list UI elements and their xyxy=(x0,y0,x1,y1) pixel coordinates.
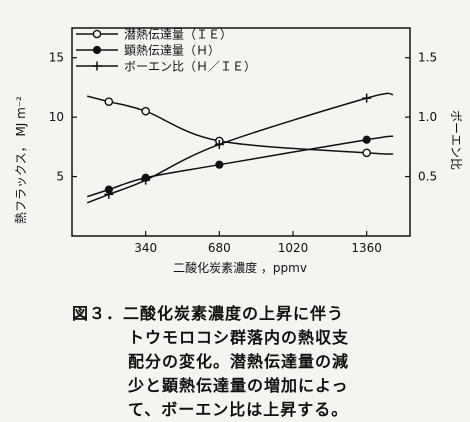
y-right-tick-label: 1.0 xyxy=(418,110,437,124)
data-point xyxy=(215,160,224,169)
caption-line: て、ボーエン比は上昇する。 xyxy=(128,400,349,419)
data-point xyxy=(104,189,114,199)
x-tick-label: 1360 xyxy=(351,241,382,255)
legend-item: 顕熱伝達量（Ｈ） xyxy=(76,44,220,58)
series-line xyxy=(86,92,394,204)
series-2 xyxy=(86,135,394,198)
plot-frame xyxy=(71,27,411,237)
legend-label: 潜熱伝達量（ＩＥ） xyxy=(124,28,232,42)
data-point xyxy=(362,148,371,158)
x-tick-label: 680 xyxy=(208,241,231,255)
data-point xyxy=(362,93,372,103)
series-layer xyxy=(86,92,394,204)
x-tick-label: 340 xyxy=(134,241,157,255)
y-left-tick-label: 15 xyxy=(49,51,64,65)
legend-label: ボーエン比（Ｈ／ＩＥ） xyxy=(124,60,256,74)
axes-layer: 340 680 1020 1360 5 10 15 0.5 1.0 1.5 xyxy=(49,51,437,255)
chart: 340 680 1020 1360 5 10 15 0.5 1.0 1.5 潜熱伝達量（ＩＥ） 顕熱… xyxy=(14,27,463,275)
x-axis-title: 二酸化炭素濃度 ，ppmv xyxy=(173,260,307,275)
series-3 xyxy=(86,92,394,204)
legend: 潜熱伝達量（ＩＥ） 顕熱伝達量（Ｈ） ボーエン比（Ｈ／ＩＥ） xyxy=(76,28,256,74)
legend-marker xyxy=(92,61,102,71)
y-axis-left-title: 熱フラックス， MJ m⁻² xyxy=(14,96,28,224)
data-point xyxy=(104,97,114,106)
data-point xyxy=(141,175,151,185)
legend-marker xyxy=(92,45,102,55)
caption-line: 少と顕熱伝達量の増加によっ xyxy=(128,376,349,395)
data-point xyxy=(141,106,150,116)
data-point xyxy=(214,139,224,149)
series-line xyxy=(86,135,394,198)
legend-marker xyxy=(92,29,102,39)
legend-item: ボーエン比（Ｈ／ＩＥ） xyxy=(76,60,256,74)
y-left-tick-label: 10 xyxy=(49,110,64,124)
series-1 xyxy=(87,95,394,158)
x-tick-label: 1020 xyxy=(278,241,309,255)
y-right-tick-label: 1.5 xyxy=(418,51,437,65)
data-point xyxy=(362,135,371,144)
y-axis-right-title: ボーエン比 xyxy=(449,110,463,170)
y-right-tick-label: 0.5 xyxy=(418,170,437,184)
y-left-tick-label: 5 xyxy=(56,170,64,184)
caption-line: 配分の変化。潜熱伝達量の減 xyxy=(128,352,350,371)
caption-line: 図３．二酸化炭素濃度の上昇に伴う xyxy=(72,304,345,323)
caption-line: トウモロコシ群落内の熱収支 xyxy=(128,328,350,347)
legend-item: 潜熱伝達量（ＩＥ） xyxy=(76,28,232,42)
figure-caption: 図３．二酸化炭素濃度の上昇に伴う トウモロコシ群落内の熱収支 配分の変化。潜熱伝… xyxy=(72,302,432,422)
series-line xyxy=(87,95,394,155)
legend-label: 顕熱伝達量（Ｈ） xyxy=(124,44,220,58)
